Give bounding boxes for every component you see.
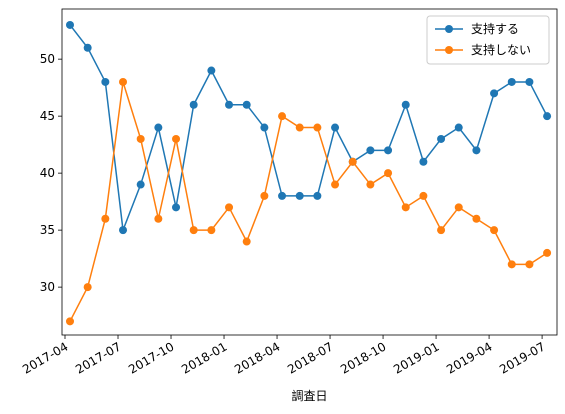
legend-label: 支持する	[471, 21, 519, 36]
data-point	[242, 100, 251, 109]
x-tick-label: 2018-04	[232, 339, 282, 376]
data-point	[331, 123, 340, 132]
data-point	[83, 43, 92, 52]
data-point	[189, 226, 198, 235]
y-tick-label: 40	[40, 166, 55, 180]
data-point	[348, 157, 357, 166]
data-point	[295, 123, 304, 132]
data-point	[136, 180, 145, 189]
x-tick-label: 2017-04	[20, 339, 70, 376]
x-axis-label: 調査日	[291, 389, 327, 403]
y-tick-label: 50	[40, 52, 55, 66]
legend-label: 支持しない	[471, 42, 531, 57]
y-tick-label: 35	[40, 223, 55, 237]
data-point	[313, 123, 322, 132]
data-point	[225, 203, 234, 212]
data-point	[366, 146, 375, 155]
data-point	[225, 100, 234, 109]
data-point	[437, 226, 446, 235]
x-tick-label: 2017-10	[126, 339, 176, 376]
legend-box	[426, 15, 550, 65]
data-point	[454, 123, 463, 132]
data-point	[366, 180, 375, 189]
data-point	[454, 203, 463, 212]
data-point	[101, 77, 110, 86]
plot-frame	[61, 8, 558, 336]
data-point	[172, 203, 181, 212]
data-point	[119, 226, 128, 235]
x-tick-label: 2018-10	[338, 339, 388, 376]
data-point	[278, 112, 287, 121]
data-point	[101, 214, 110, 223]
data-point	[401, 100, 410, 109]
data-point	[525, 260, 534, 269]
x-tick-label: 2019-01	[391, 339, 441, 376]
data-point	[543, 112, 552, 121]
data-point	[543, 248, 552, 257]
data-point	[66, 20, 74, 29]
data-point	[172, 134, 181, 143]
data-point	[313, 191, 322, 200]
data-point	[384, 169, 393, 178]
data-point	[472, 214, 481, 223]
data-point	[295, 191, 304, 200]
data-point	[207, 66, 216, 75]
data-point	[419, 191, 428, 200]
data-point	[189, 100, 198, 109]
data-point	[242, 237, 251, 246]
y-tick-label: 30	[40, 280, 55, 294]
x-tick-label: 2019-04	[444, 339, 494, 376]
data-point	[331, 180, 340, 189]
data-point	[490, 89, 499, 98]
data-point	[472, 146, 481, 155]
data-point	[260, 123, 269, 132]
data-point	[119, 77, 128, 86]
data-point	[260, 191, 269, 200]
data-point	[437, 134, 446, 143]
data-point	[66, 317, 74, 326]
data-point	[278, 191, 287, 200]
data-point	[83, 283, 92, 292]
x-tick-label: 2019-07	[497, 339, 547, 376]
data-point	[384, 146, 393, 155]
y-tick-label: 45	[40, 109, 55, 123]
series-line	[69, 81, 548, 322]
data-point	[490, 226, 499, 235]
data-point	[507, 260, 516, 269]
legend-marker	[445, 46, 453, 54]
data-point	[525, 77, 534, 86]
x-tick-label: 2017-07	[73, 339, 123, 376]
data-point	[419, 157, 428, 166]
data-point	[154, 123, 163, 132]
x-tick-label: 2018-01	[179, 339, 229, 376]
data-point	[207, 226, 216, 235]
series-line	[69, 24, 548, 231]
data-point	[136, 134, 145, 143]
x-tick-label: 2018-07	[285, 339, 335, 376]
data-point	[401, 203, 410, 212]
data-point	[507, 77, 516, 86]
legend-marker	[445, 25, 453, 33]
data-point	[154, 214, 163, 223]
